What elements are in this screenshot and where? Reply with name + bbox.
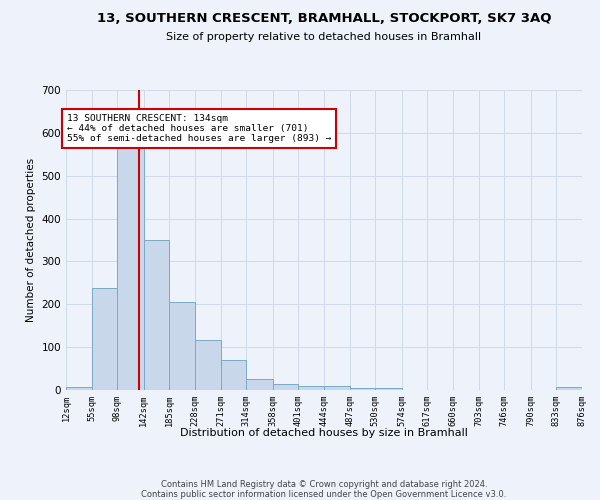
Y-axis label: Number of detached properties: Number of detached properties: [26, 158, 36, 322]
Bar: [298, 386, 324, 390]
Bar: [195, 340, 221, 390]
Text: Contains HM Land Registry data © Crown copyright and database right 2024.
Contai: Contains HM Land Registry data © Crown c…: [142, 480, 506, 500]
Bar: [376, 388, 401, 390]
Bar: [92, 288, 118, 390]
Bar: [556, 386, 582, 390]
Bar: [66, 386, 92, 390]
Bar: [221, 360, 247, 390]
Bar: [247, 380, 272, 390]
Bar: [324, 386, 350, 390]
Text: Distribution of detached houses by size in Bramhall: Distribution of detached houses by size …: [180, 428, 468, 438]
Bar: [272, 384, 298, 390]
Text: 13, SOUTHERN CRESCENT, BRAMHALL, STOCKPORT, SK7 3AQ: 13, SOUTHERN CRESCENT, BRAMHALL, STOCKPO…: [97, 12, 551, 26]
Bar: [143, 240, 169, 390]
Bar: [169, 302, 195, 390]
Bar: [350, 388, 376, 390]
Bar: [118, 137, 143, 390]
Text: Size of property relative to detached houses in Bramhall: Size of property relative to detached ho…: [166, 32, 482, 42]
Text: 13 SOUTHERN CRESCENT: 134sqm
← 44% of detached houses are smaller (701)
55% of s: 13 SOUTHERN CRESCENT: 134sqm ← 44% of de…: [67, 114, 332, 144]
